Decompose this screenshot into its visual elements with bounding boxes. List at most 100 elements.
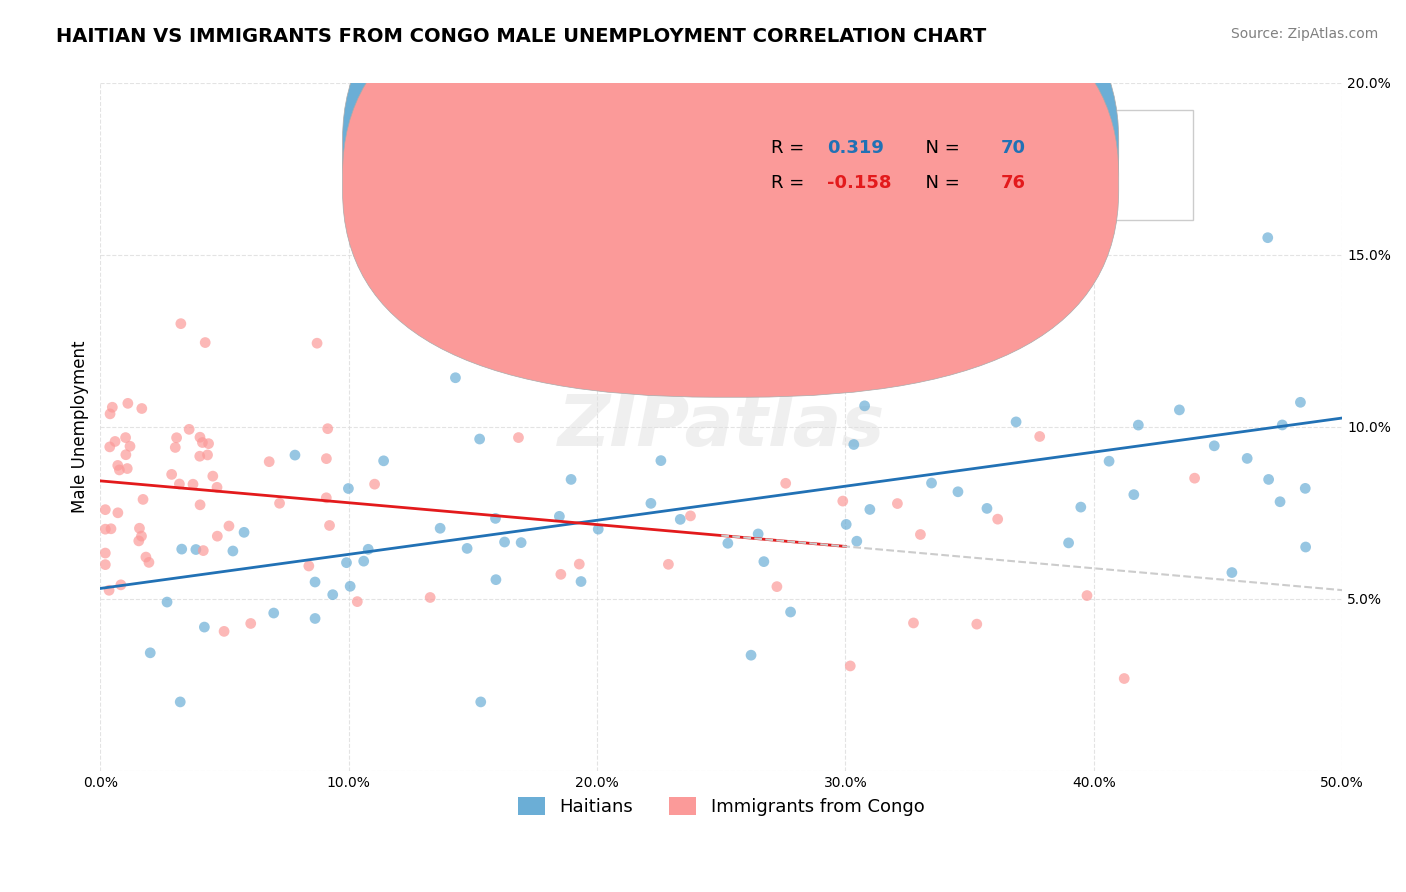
Text: 76: 76	[1001, 174, 1026, 192]
Point	[752, 555, 775, 569]
Point	[107, 506, 129, 520]
Point	[357, 542, 380, 557]
Point	[1114, 672, 1136, 686]
Point	[94, 558, 117, 572]
Point	[1271, 417, 1294, 432]
Point	[568, 557, 591, 571]
Point	[307, 336, 329, 351]
Point	[640, 496, 662, 510]
Point	[257, 455, 280, 469]
Point	[363, 477, 385, 491]
Point	[135, 550, 157, 565]
Point	[117, 461, 139, 475]
Point	[508, 431, 530, 445]
Point	[903, 615, 925, 630]
Point	[322, 588, 344, 602]
Point	[1168, 403, 1191, 417]
Point	[101, 401, 124, 415]
Point	[131, 401, 153, 416]
Point	[842, 372, 865, 386]
Point	[657, 558, 679, 572]
Point	[1028, 429, 1050, 443]
Text: 70: 70	[1001, 139, 1026, 157]
Y-axis label: Male Unemployment: Male Unemployment	[72, 341, 89, 513]
Point	[1257, 230, 1279, 244]
Point	[1128, 418, 1150, 433]
Point	[831, 494, 853, 508]
Point	[188, 498, 211, 512]
Point	[98, 583, 121, 598]
Point	[166, 431, 188, 445]
Point	[197, 448, 219, 462]
Point	[853, 399, 876, 413]
Point	[207, 529, 229, 543]
Point	[839, 659, 862, 673]
Point	[169, 477, 191, 491]
Point	[470, 695, 492, 709]
Point	[191, 435, 214, 450]
Point	[1220, 566, 1243, 580]
Point	[569, 574, 592, 589]
Text: R =: R =	[770, 139, 810, 157]
FancyBboxPatch shape	[343, 0, 1119, 397]
Point	[194, 335, 217, 350]
Point	[100, 522, 122, 536]
Point	[269, 496, 291, 510]
Point	[560, 472, 582, 486]
Point	[1076, 589, 1098, 603]
Point	[188, 430, 211, 444]
Point	[284, 448, 307, 462]
Point	[1098, 454, 1121, 468]
Point	[987, 512, 1010, 526]
Point	[859, 502, 882, 516]
Point	[170, 542, 193, 557]
Point	[966, 617, 988, 632]
Point	[181, 477, 204, 491]
Legend: Haitians, Immigrants from Congo: Haitians, Immigrants from Congo	[510, 789, 932, 823]
Point	[835, 517, 858, 532]
Point	[107, 458, 129, 473]
Point	[128, 521, 150, 535]
Point	[160, 467, 183, 482]
Text: -0.158: -0.158	[827, 174, 891, 192]
Point	[339, 579, 361, 593]
Point	[1057, 536, 1080, 550]
Point	[197, 436, 219, 450]
Point	[205, 480, 228, 494]
Point	[842, 437, 865, 451]
Point	[132, 492, 155, 507]
Point	[1070, 500, 1092, 515]
Point	[335, 556, 357, 570]
Point	[337, 482, 360, 496]
Point	[548, 509, 571, 524]
Point	[94, 502, 117, 516]
Point	[115, 448, 138, 462]
Point	[1268, 494, 1291, 508]
FancyBboxPatch shape	[343, 0, 1119, 363]
Point	[233, 525, 256, 540]
Point	[1204, 439, 1226, 453]
Point	[886, 497, 908, 511]
Point	[117, 396, 139, 410]
Point	[263, 606, 285, 620]
Point	[586, 522, 609, 536]
Point	[201, 469, 224, 483]
Point	[131, 529, 153, 543]
Point	[468, 432, 491, 446]
Point	[98, 440, 121, 454]
Point	[193, 543, 215, 558]
Point	[1257, 472, 1279, 486]
Point	[884, 282, 907, 296]
Point	[1289, 395, 1312, 409]
Point	[510, 535, 533, 549]
FancyBboxPatch shape	[685, 111, 1194, 220]
Point	[138, 555, 160, 569]
Point	[946, 484, 969, 499]
Text: HAITIAN VS IMMIGRANTS FROM CONGO MALE UNEMPLOYMENT CORRELATION CHART: HAITIAN VS IMMIGRANTS FROM CONGO MALE UN…	[56, 27, 987, 45]
Point	[212, 624, 235, 639]
Point	[650, 453, 672, 467]
Point	[921, 476, 943, 491]
Point	[169, 695, 191, 709]
Text: N =: N =	[914, 174, 966, 192]
Point	[740, 648, 762, 663]
